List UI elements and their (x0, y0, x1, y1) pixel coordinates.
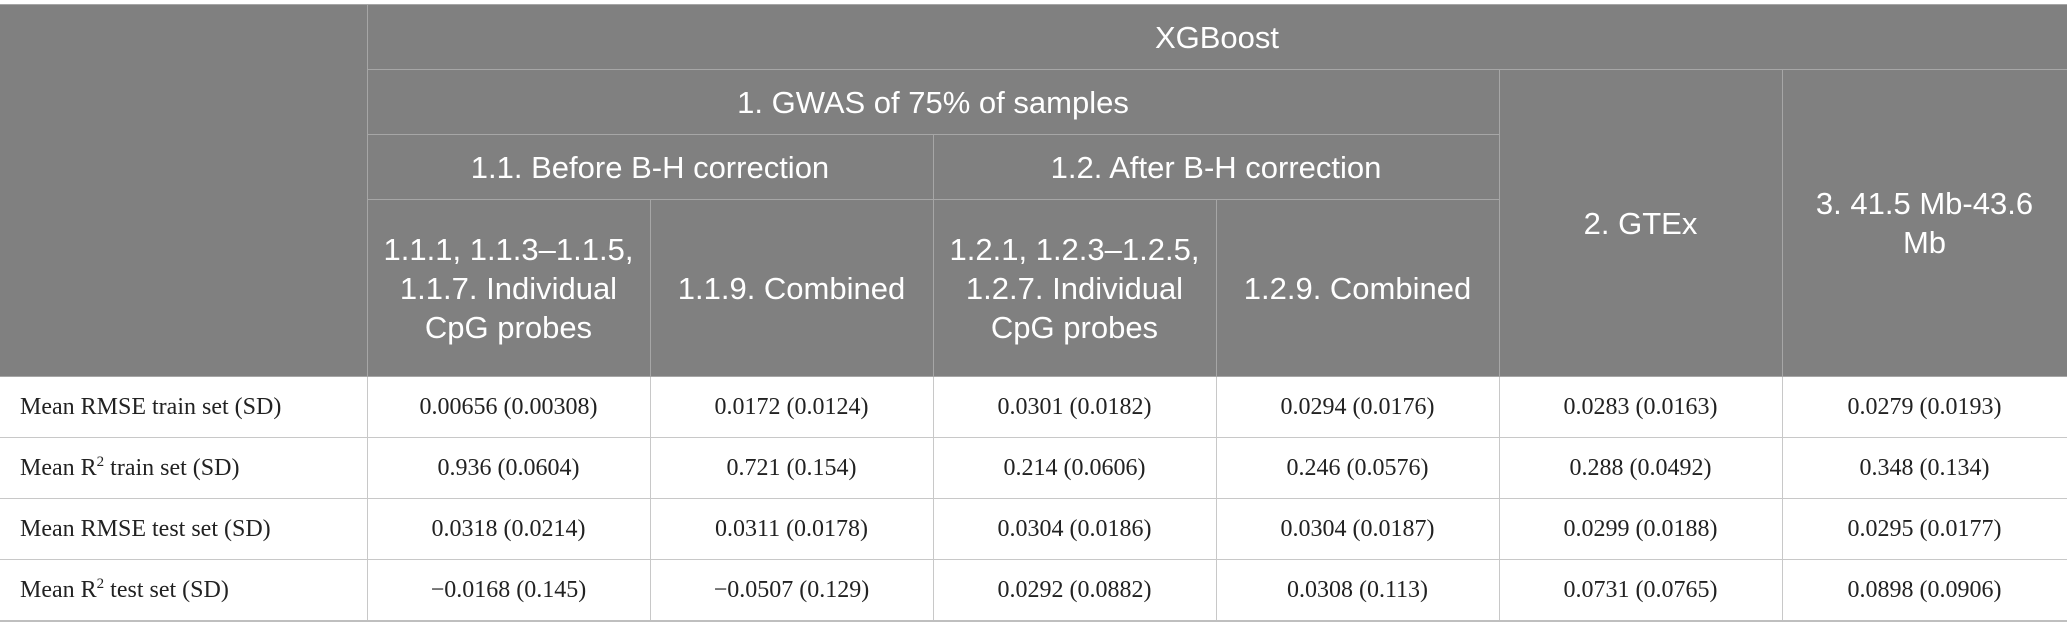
header-gwas: 1. GWAS of 75% of samples (366, 69, 1500, 135)
row-label: Mean R2 train set (SD) (0, 437, 368, 499)
header-region: 3. 41.5 Mb-43.6 Mb (1781, 69, 2067, 377)
table-cell: 0.00656 (0.00308) (366, 376, 651, 438)
table-cell: 0.0318 (0.0214) (366, 498, 651, 560)
header-after-correction: 1.2. After B-H correction (932, 134, 1500, 200)
table-row: Mean RMSE train set (SD) 0.00656 (0.0030… (0, 376, 2067, 438)
table-cell: 0.0283 (0.0163) (1498, 376, 1783, 438)
table-cell: 0.0295 (0.0177) (1781, 498, 2067, 560)
header-sub-after-individual: 1.2.1, 1.2.3–1.2.5, 1.2.7. Individual Cp… (932, 199, 1217, 377)
table-cell: 0.0308 (0.113) (1215, 559, 1500, 622)
table-cell: 0.348 (0.134) (1781, 437, 2067, 499)
table-cell: 0.0301 (0.0182) (932, 376, 1217, 438)
table-cell: 0.936 (0.0604) (366, 437, 651, 499)
table-row: Mean RMSE test set (SD) 0.0318 (0.0214) … (0, 498, 2067, 560)
table-cell: 0.0304 (0.0186) (932, 498, 1217, 560)
header-sub-before-combined: 1.1.9. Combined (649, 199, 934, 377)
row-label: Mean RMSE test set (SD) (0, 498, 368, 560)
table-cell: 0.0279 (0.0193) (1781, 376, 2067, 438)
table-cell: −0.0507 (0.129) (649, 559, 934, 622)
table-cell: 0.0172 (0.0124) (649, 376, 934, 438)
table-cell: −0.0168 (0.145) (366, 559, 651, 622)
table-cell: 0.0898 (0.0906) (1781, 559, 2067, 622)
table-row: Mean R2 test set (SD) −0.0168 (0.145) −0… (0, 559, 2067, 622)
table-cell: 0.0292 (0.0882) (932, 559, 1217, 622)
row-label: Mean RMSE train set (SD) (0, 376, 368, 438)
table-cell: 0.0311 (0.0178) (649, 498, 934, 560)
table-cell: 0.288 (0.0492) (1498, 437, 1783, 499)
header-sub-after-combined: 1.2.9. Combined (1215, 199, 1500, 377)
table-cell: 0.214 (0.0606) (932, 437, 1217, 499)
results-table: XGBoost 1. GWAS of 75% of samples 2. GTE… (0, 4, 2067, 622)
table-row: Mean R2 train set (SD) 0.936 (0.0604) 0.… (0, 437, 2067, 499)
row-label: Mean R2 test set (SD) (0, 559, 368, 622)
table-cell: 0.246 (0.0576) (1215, 437, 1500, 499)
table-cell: 0.0299 (0.0188) (1498, 498, 1783, 560)
header-gtex: 2. GTEx (1498, 69, 1783, 377)
table-cell: 0.0731 (0.0765) (1498, 559, 1783, 622)
header-before-correction: 1.1. Before B-H correction (366, 134, 934, 200)
table-cell: 0.721 (0.154) (649, 437, 934, 499)
table-cell: 0.0294 (0.0176) (1215, 376, 1500, 438)
header-sub-before-individual: 1.1.1, 1.1.3–1.1.5, 1.1.7. Individual Cp… (366, 199, 651, 377)
header-model: XGBoost (366, 4, 2067, 70)
table-cell: 0.0304 (0.0187) (1215, 498, 1500, 560)
header-corner (0, 4, 368, 377)
